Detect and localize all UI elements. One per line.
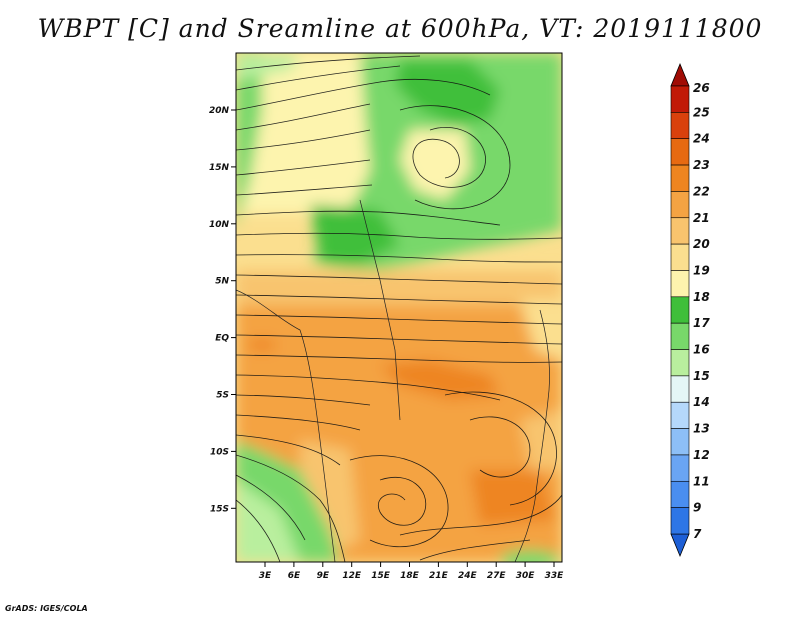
colorbar-label: 21 (693, 211, 710, 225)
colorbar-label: 15 (693, 369, 710, 383)
lat-label: EQ (215, 334, 229, 344)
colorbar-arrow-top (670, 62, 690, 87)
lon-label: 18E (400, 571, 420, 581)
colorbar-label: 20 (693, 237, 710, 251)
colorbar-swatch (670, 480, 690, 508)
colorbar-swatch (670, 349, 690, 377)
colorbar-label: 12 (693, 448, 710, 462)
wbpt-field (236, 53, 562, 562)
lon-label: 3E (259, 571, 272, 581)
lat-label: 20N (209, 106, 230, 116)
colorbar-label: 9 (693, 501, 701, 515)
colorbar-swatch (670, 191, 690, 219)
lat-label: 10S (210, 447, 229, 457)
colorbar-swatch (670, 454, 690, 482)
colorbar-label: 13 (693, 422, 710, 436)
lat-label: 15N (209, 163, 230, 173)
latitude-axis: 20N 15N 10N 5N EQ 5S 10S 15S (209, 106, 236, 514)
colorbar-swatch (670, 138, 690, 166)
colorbar-label: 22 (693, 184, 710, 198)
colorbar-label: 7 (693, 527, 702, 541)
colorbar-swatch (670, 217, 690, 245)
colorbar-swatch (670, 296, 690, 324)
lon-label: 9E (317, 571, 330, 581)
colorbar-label: 24 (693, 132, 710, 146)
colorbar-label: 18 (693, 290, 710, 304)
colorbar-label: 19 (693, 263, 710, 277)
lon-label: 15E (371, 571, 391, 581)
colorbar: 26 25 24 23 22 21 20 19 18 17 16 15 14 13 12 11 9 7 (670, 62, 710, 558)
colorbar-arrow-bottom (670, 533, 690, 558)
lon-label: 21E (429, 571, 449, 581)
lat-label: 15S (210, 504, 229, 514)
lon-label: 33E (545, 571, 565, 581)
colorbar-swatch (670, 112, 690, 140)
colorbar-swatch (670, 507, 690, 535)
lon-label: 6E (288, 571, 301, 581)
colorbar-label: 11 (693, 474, 710, 488)
map-frame (235, 52, 563, 563)
credit-text: GrADS: IGES/COLA (5, 604, 88, 613)
colorbar-label: 14 (693, 395, 710, 409)
map-title: WBPT [C] and Sreamline at 600hPa, VT: 20… (37, 14, 763, 43)
colorbar-swatch (670, 164, 690, 192)
colorbar-swatch (670, 243, 690, 271)
colorbar-label: 26 (693, 81, 710, 95)
colorbar-swatch (670, 428, 690, 456)
lat-label: 10N (209, 220, 230, 230)
colorbar-label: 25 (693, 105, 710, 119)
lon-label: 12E (342, 571, 362, 581)
lon-label: 27E (487, 571, 507, 581)
colorbar-swatch (670, 375, 690, 403)
colorbar-swatch (670, 270, 690, 298)
colorbar-swatch (670, 322, 690, 350)
longitude-axis: 3E 6E 9E 12E 15E 18E 21E 24E 27E 30E 33E (259, 562, 564, 581)
colorbar-swatch (670, 401, 690, 429)
colorbar-label: 17 (693, 316, 710, 330)
lon-label: 30E (516, 571, 536, 581)
lat-label: 5N (215, 277, 229, 287)
lon-label: 24E (458, 571, 478, 581)
lat-label: 5S (216, 391, 229, 401)
colorbar-swatch (670, 85, 690, 113)
colorbar-label: 23 (693, 158, 710, 172)
colorbar-label: 16 (693, 343, 710, 357)
